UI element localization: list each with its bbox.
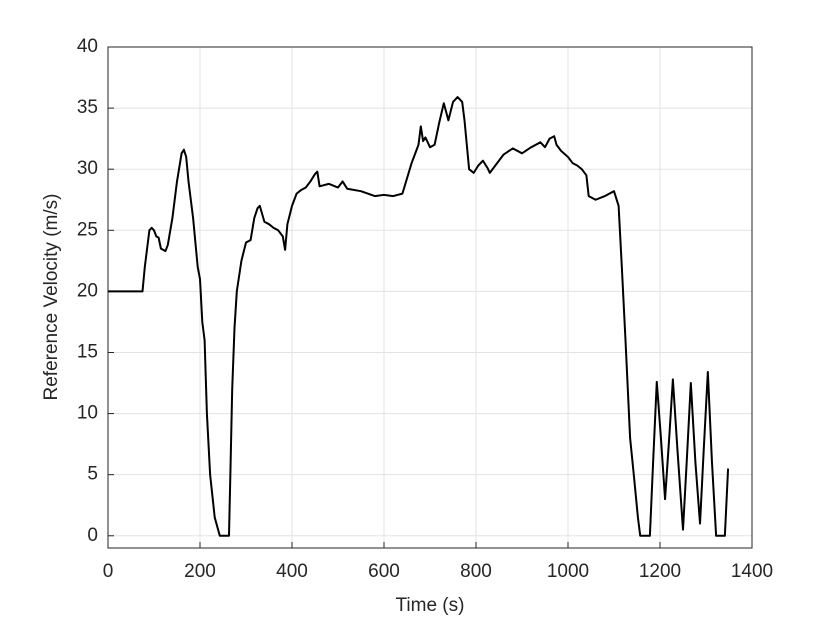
axes-box <box>107 46 753 549</box>
y-tick-label: 15 <box>77 342 98 363</box>
x-tick-label: 400 <box>276 561 308 582</box>
x-tick-label: 800 <box>460 561 492 582</box>
y-tick-label: 20 <box>77 280 98 301</box>
x-tick-label: 600 <box>368 561 400 582</box>
x-tick-label: 1400 <box>731 561 773 582</box>
y-tick-label: 25 <box>77 219 98 240</box>
y-tick-label: 5 <box>87 464 98 485</box>
y-tick-label: 30 <box>77 158 98 179</box>
y-tick-label: 0 <box>87 525 98 546</box>
y-axis-label: Reference Velocity (m/s) <box>41 194 62 401</box>
x-tick-label: 1200 <box>639 561 681 582</box>
data-line <box>108 96 730 537</box>
y-tick-label: 40 <box>77 36 98 57</box>
x-axis-label: Time (s) <box>396 595 465 616</box>
x-tick-label: 1000 <box>547 561 589 582</box>
x-tick-label: 0 <box>103 561 114 582</box>
y-tick-label: 10 <box>77 403 98 424</box>
x-tick-label: 200 <box>184 561 216 582</box>
y-tick-label: 35 <box>77 97 98 118</box>
